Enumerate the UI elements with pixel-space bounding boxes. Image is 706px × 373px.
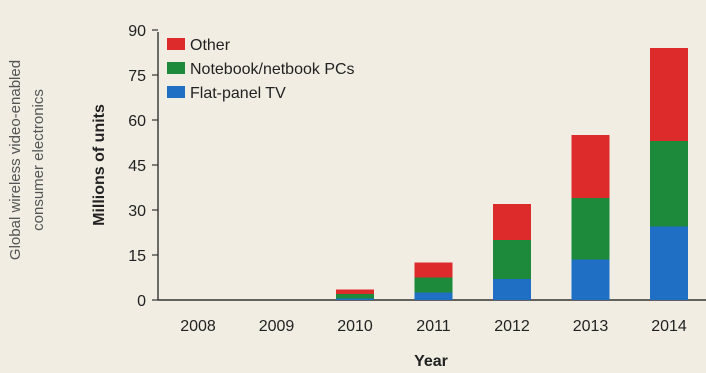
y-tick-label: 60: [128, 113, 146, 130]
y-tick-label: 90: [128, 23, 146, 40]
x-tick-label: 2013: [573, 318, 609, 335]
y-tick-label: 15: [128, 248, 146, 265]
bar-segment: [650, 226, 688, 300]
figure-side-title-line2: consumer electronics: [30, 89, 47, 231]
bar-segment: [571, 135, 610, 198]
legend-swatch: [167, 38, 185, 50]
bar-segment: [571, 259, 610, 300]
legend-label: Other: [190, 37, 231, 54]
legend-label: Notebook/netbook PCs: [190, 61, 355, 78]
bar-segment: [414, 277, 453, 293]
bar-segment: [493, 240, 531, 279]
x-tick-label: 2008: [180, 318, 216, 335]
x-tick-label: 2011: [416, 318, 451, 335]
x-tick-label: 2009: [259, 318, 295, 335]
figure-side-title-line1: Global wireless video-enabled: [7, 60, 24, 260]
bars: [336, 48, 688, 300]
y-tick-label: 30: [128, 203, 146, 220]
y-tick-label: 45: [128, 158, 146, 175]
legend: Other Notebook/netbook PCs Flat-panel TV: [167, 37, 355, 102]
y-ticks: 0 15 30 45 60 75 90: [128, 23, 158, 310]
bar-segment: [336, 289, 374, 294]
bar-segment: [650, 48, 688, 141]
y-axis-title: Millions of units: [91, 104, 108, 226]
bar-segment: [414, 262, 453, 278]
x-tick-label: 2012: [494, 318, 530, 335]
bar-segment: [493, 279, 531, 300]
bar-segment: [650, 141, 688, 227]
x-ticks: 2008 2009 2010 2011 2012 2013 2014: [180, 318, 687, 335]
bar-segment: [336, 298, 374, 300]
legend-swatch: [167, 62, 185, 74]
y-tick-label: 0: [137, 293, 146, 310]
y-tick-label: 75: [128, 68, 146, 85]
bar-segment: [336, 294, 374, 299]
legend-swatch: [167, 86, 185, 98]
legend-label: Flat-panel TV: [190, 85, 286, 102]
x-tick-label: 2014: [651, 318, 687, 335]
bar-segment: [414, 292, 453, 300]
bar-segment: [493, 204, 531, 240]
bar-segment: [571, 198, 610, 260]
x-tick-label: 2010: [337, 318, 373, 335]
x-axis-title: Year: [414, 353, 448, 370]
